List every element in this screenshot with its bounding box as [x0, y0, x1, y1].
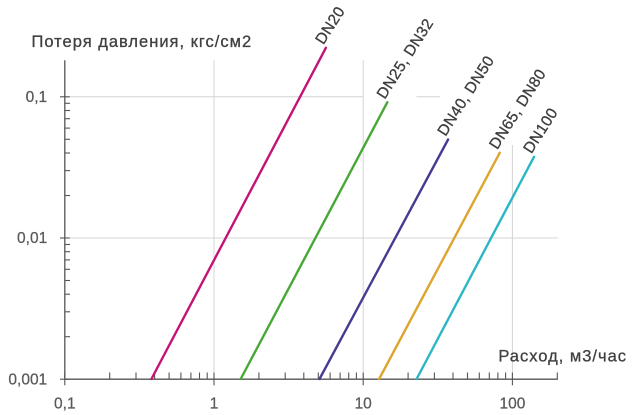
- svg-text:0,1: 0,1: [26, 89, 48, 106]
- svg-text:Расход, м3/час: Расход, м3/час: [498, 348, 627, 366]
- svg-text:1: 1: [210, 395, 219, 412]
- svg-text:DN100: DN100: [520, 105, 561, 156]
- svg-text:DN20: DN20: [312, 4, 348, 48]
- svg-text:100: 100: [499, 395, 525, 412]
- svg-text:0,001: 0,001: [8, 371, 47, 388]
- svg-text:0,1: 0,1: [54, 395, 76, 412]
- svg-text:DN40, DN50: DN40, DN50: [435, 53, 499, 139]
- svg-text:DN25, DN32: DN25, DN32: [374, 16, 438, 102]
- svg-text:10: 10: [355, 395, 373, 412]
- svg-text:Потеря давления, кгс/см2: Потеря давления, кгс/см2: [32, 33, 253, 51]
- svg-text:0,01: 0,01: [17, 230, 47, 247]
